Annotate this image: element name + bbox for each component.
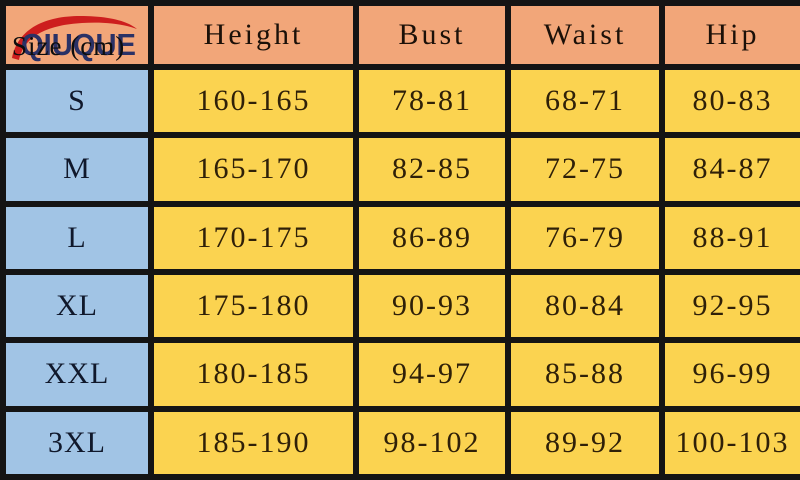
table-body: S 160-165 78-81 68-71 80-83 M 165-170 82-85 72-7…	[0, 63, 800, 480]
value-cell: 78-81	[353, 63, 511, 139]
header-cell: Height	[148, 0, 359, 70]
header-row: QIUQUE Size (cm) Height Bust Waist Hip	[0, 0, 800, 70]
value-cell: 185-190	[148, 405, 359, 480]
value-cell: 86-89	[353, 200, 511, 275]
value-cell: 94-97	[353, 337, 511, 412]
value-cell: 72-75	[505, 132, 665, 207]
header-cell: Waist	[505, 0, 665, 70]
size-cell: XXL	[0, 337, 154, 412]
value-cell: 92-95	[659, 268, 800, 344]
value-cell: 84-87	[659, 132, 800, 207]
value-cell: 80-84	[505, 268, 665, 344]
value-cell: 175-180	[148, 268, 359, 344]
table-row: XL 175-180 90-93 80-84 92-95	[0, 268, 800, 344]
corner-cell: QIUQUE Size (cm)	[0, 0, 154, 70]
header-cell: Bust	[353, 0, 511, 70]
value-cell: 100-103	[659, 405, 800, 480]
table-row: 3XL 185-190 98-102 89-92 100-103	[0, 405, 800, 480]
value-cell: 85-88	[505, 337, 665, 412]
corner-label: Size (cm)	[12, 31, 126, 61]
header-cell: Hip	[659, 0, 800, 70]
table-row: L 170-175 86-89 76-79 88-91	[0, 200, 800, 275]
value-cell: 165-170	[148, 132, 359, 207]
size-cell: XL	[0, 268, 154, 344]
size-cell: M	[0, 132, 154, 207]
value-cell: 98-102	[353, 405, 511, 480]
table-row: XXL 180-185 94-97 85-88 96-99	[0, 337, 800, 412]
value-cell: 80-83	[659, 63, 800, 139]
value-cell: 160-165	[148, 63, 359, 139]
value-cell: 96-99	[659, 337, 800, 412]
value-cell: 170-175	[148, 200, 359, 275]
value-cell: 180-185	[148, 337, 359, 412]
value-cell: 89-92	[505, 405, 665, 480]
value-cell: 88-91	[659, 200, 800, 275]
value-cell: 76-79	[505, 200, 665, 275]
size-cell: L	[0, 200, 154, 275]
size-cell: S	[0, 63, 154, 139]
value-cell: 90-93	[353, 268, 511, 344]
table-row: M 165-170 82-85 72-75 84-87	[0, 132, 800, 207]
value-cell: 68-71	[505, 63, 665, 139]
table-row: S 160-165 78-81 68-71 80-83	[0, 63, 800, 139]
value-cell: 82-85	[353, 132, 511, 207]
size-cell: 3XL	[0, 405, 154, 480]
